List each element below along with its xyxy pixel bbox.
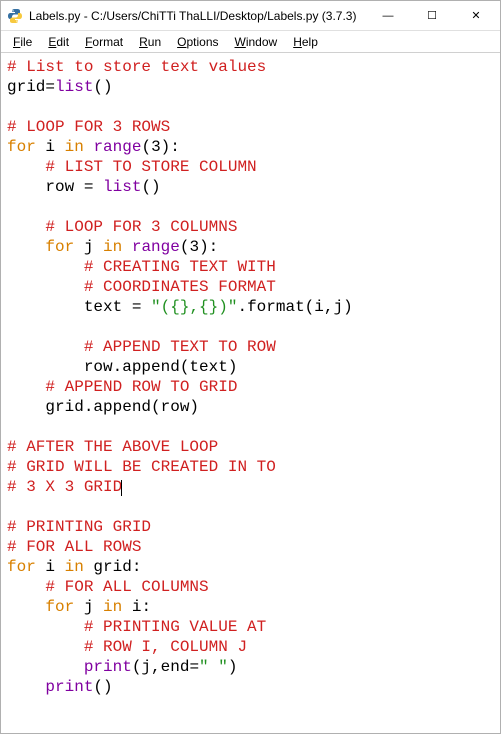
code-token [7, 338, 84, 356]
code-token: ) [228, 658, 238, 676]
text-caret [121, 480, 122, 496]
code-token: # FOR ALL ROWS [7, 538, 141, 556]
menu-run[interactable]: Run [131, 33, 169, 51]
menubar: File Edit Format Run Options Window Help [1, 31, 500, 53]
code-token: i: [122, 598, 151, 616]
code-token: for [45, 238, 74, 256]
code-token: # APPEND ROW TO GRID [45, 378, 237, 396]
menu-window[interactable]: Window [227, 33, 286, 51]
code-token: (j,end [132, 658, 190, 676]
code-token: # LOOP FOR 3 COLUMNS [45, 218, 237, 236]
code-token [7, 638, 84, 656]
python-icon [7, 8, 23, 24]
code-token [7, 618, 84, 636]
code-token: in [65, 138, 84, 156]
menu-edit[interactable]: Edit [40, 33, 77, 51]
code-token: # APPEND TEXT TO ROW [84, 338, 276, 356]
code-token [7, 378, 45, 396]
code-token: list [55, 78, 93, 96]
code-token: # LIST TO STORE COLUMN [45, 158, 256, 176]
code-token: j [74, 238, 103, 256]
code-token: # PRINTING GRID [7, 518, 151, 536]
code-token: .format(i,j) [237, 298, 352, 316]
code-token: () [93, 678, 112, 696]
code-token [7, 678, 45, 696]
code-token: # GRID WILL BE CREATED IN TO [7, 458, 276, 476]
code-token: j [74, 598, 103, 616]
code-token: print [45, 678, 93, 696]
code-token: "({},{})" [151, 298, 237, 316]
code-token: 3 [189, 238, 199, 256]
code-token [122, 238, 132, 256]
code-token: = [132, 298, 142, 316]
code-editor[interactable]: # List to store text values grid=list() … [1, 53, 500, 733]
code-token [7, 158, 45, 176]
code-token: # ROW I, COLUMN J [84, 638, 247, 656]
code-token: " " [199, 658, 228, 676]
code-token: row.append(text) [7, 358, 237, 376]
menu-file[interactable]: File [5, 33, 40, 51]
code-token [141, 298, 151, 316]
window-title: Labels.py - C:/Users/ChiTTi ThaLLI/Deskt… [29, 9, 366, 23]
maximize-button[interactable]: ☐ [410, 1, 454, 30]
code-token: = [189, 658, 199, 676]
code-token: in [103, 598, 122, 616]
code-token: list [103, 178, 141, 196]
code-token: () [93, 78, 112, 96]
code-token: i [36, 558, 65, 576]
code-token: # PRINTING VALUE AT [84, 618, 266, 636]
code-token: in [103, 238, 122, 256]
code-token: text [7, 298, 132, 316]
menu-help[interactable]: Help [285, 33, 326, 51]
window-controls: — ☐ ✕ [366, 1, 498, 30]
code-token [7, 218, 45, 236]
code-token: in [65, 558, 84, 576]
code-token: range [93, 138, 141, 156]
code-token: # 3 X 3 GRID [7, 478, 122, 496]
code-token: # CREATING TEXT WITH [84, 258, 276, 276]
idle-window: Labels.py - C:/Users/ChiTTi ThaLLI/Deskt… [0, 0, 501, 734]
code-token: = [84, 178, 94, 196]
code-token: # List to store text values [7, 58, 266, 76]
code-token [7, 598, 45, 616]
code-token [93, 178, 103, 196]
code-token: grid: [84, 558, 142, 576]
minimize-button[interactable]: — [366, 1, 410, 30]
code-token: print [84, 658, 132, 676]
code-token [7, 238, 45, 256]
code-token: ): [161, 138, 180, 156]
code-token: # LOOP FOR 3 ROWS [7, 118, 170, 136]
code-token: ): [199, 238, 218, 256]
code-token: grid [7, 78, 45, 96]
close-button[interactable]: ✕ [454, 1, 498, 30]
code-token: for [7, 558, 36, 576]
code-token: ( [141, 138, 151, 156]
code-token [7, 278, 84, 296]
code-token [7, 578, 45, 596]
code-token: # FOR ALL COLUMNS [45, 578, 208, 596]
code-token: grid.append(row) [7, 398, 199, 416]
code-token: 3 [151, 138, 161, 156]
code-token: row [7, 178, 84, 196]
code-token: for [45, 598, 74, 616]
menu-format[interactable]: Format [77, 33, 131, 51]
code-token: = [45, 78, 55, 96]
code-token: i [36, 138, 65, 156]
titlebar[interactable]: Labels.py - C:/Users/ChiTTi ThaLLI/Deskt… [1, 1, 500, 31]
code-token: # AFTER THE ABOVE LOOP [7, 438, 218, 456]
code-token [84, 138, 94, 156]
menu-options[interactable]: Options [169, 33, 226, 51]
code-token [7, 658, 84, 676]
code-token: # COORDINATES FORMAT [84, 278, 276, 296]
code-token: range [132, 238, 180, 256]
code-token [7, 258, 84, 276]
code-token: for [7, 138, 36, 156]
code-token: () [141, 178, 160, 196]
